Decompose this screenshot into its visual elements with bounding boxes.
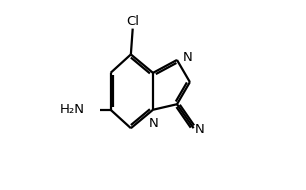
Text: N: N [195,123,204,136]
Text: H₂N: H₂N [60,103,85,116]
Text: N: N [182,51,192,64]
Text: N: N [149,117,159,130]
Text: Cl: Cl [126,15,139,28]
